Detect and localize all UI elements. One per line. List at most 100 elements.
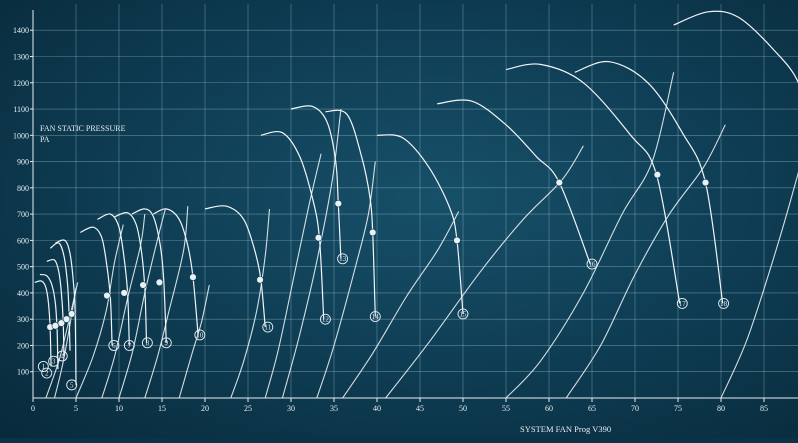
curve-label-15: 15 <box>460 310 468 318</box>
fan-curve-12 <box>260 130 325 320</box>
operating-point-13 <box>334 199 342 208</box>
y-tick-label: 600 <box>17 236 29 245</box>
curve-label-circle-8 <box>141 337 153 349</box>
curve-label-circle-2 <box>41 367 53 379</box>
x-tick-label: 35 <box>330 404 338 413</box>
curve-label-13: 13 <box>339 255 347 263</box>
chart-title: SYSTEM FAN Prog V390 <box>520 424 611 434</box>
curve-label-circle-6 <box>108 340 120 351</box>
curve-label-5: 5 <box>70 381 74 389</box>
fan-curve-19 <box>673 10 798 84</box>
operating-point-10 <box>189 273 197 281</box>
operating-point-17 <box>653 171 662 179</box>
curve-label-circle-15 <box>457 308 469 320</box>
fan-curve-10 <box>153 208 199 336</box>
fan-curve-1 <box>34 280 52 367</box>
curve-label-14: 14 <box>372 313 380 321</box>
axis-ticks: 0510152025303540455055606570758085901002… <box>13 26 768 413</box>
operating-point-5 <box>67 310 76 318</box>
y-tick-label: 1000 <box>13 131 29 140</box>
curve-label-1: 1 <box>42 363 46 371</box>
fan-curve-13 <box>290 105 342 259</box>
fan-curve-16 <box>437 99 591 265</box>
system-curve <box>230 208 271 399</box>
curve-label-16: 16 <box>589 260 597 268</box>
operating-point-7 <box>120 289 128 297</box>
y-axis-label-line1: FAN STATIC PRESSURE <box>40 124 126 133</box>
system-curve <box>264 153 322 399</box>
y-tick-label: 500 <box>17 263 29 272</box>
x-tick-label: 0 <box>31 404 35 413</box>
operating-point-15 <box>453 236 461 245</box>
operating-point-6 <box>103 291 111 300</box>
fan-curve-14 <box>325 109 376 317</box>
curve-label-2: 2 <box>45 369 49 377</box>
operating-point-2 <box>51 322 60 330</box>
fan-curve-5 <box>55 239 77 385</box>
system-curve <box>101 214 146 399</box>
curve-label-circle-16 <box>586 258 598 270</box>
curve-label-6: 6 <box>112 342 116 350</box>
x-tick-label: 50 <box>459 404 467 413</box>
operating-point-3 <box>57 319 66 327</box>
curve-label-11: 11 <box>264 323 271 331</box>
curve-label-7: 7 <box>128 342 132 350</box>
fan-curve-9 <box>131 208 167 343</box>
x-tick-label: 80 <box>717 404 725 413</box>
curve-label-circle-1 <box>37 361 49 372</box>
system-curve <box>720 171 798 399</box>
y-tick-label: 100 <box>17 368 29 377</box>
curve-label-circle-14 <box>369 311 381 323</box>
curve-label-8: 8 <box>146 339 150 347</box>
y-tick-label: 1300 <box>13 52 29 61</box>
operating-point-9 <box>155 278 164 287</box>
fan-curve-17 <box>505 63 681 304</box>
curve-label-circle-12 <box>319 313 331 325</box>
x-tick-label: 30 <box>287 404 295 413</box>
operating-point-14 <box>369 228 377 237</box>
operating-point-8 <box>139 281 147 289</box>
operating-point-12 <box>314 234 323 242</box>
curve-label-circle-13 <box>337 253 349 265</box>
x-tick-label: 55 <box>502 404 510 413</box>
fan-curves <box>34 10 798 385</box>
curve-label-17: 17 <box>679 300 687 308</box>
y-axis-label-line2: PA <box>40 135 50 144</box>
system-curve <box>144 206 189 399</box>
system-curve <box>53 287 77 399</box>
x-tick-label: 85 <box>760 404 768 413</box>
y-tick-label: 900 <box>17 158 29 167</box>
operating-point-11 <box>256 276 264 284</box>
y-tick-label: 1100 <box>13 105 29 114</box>
operating-point-18 <box>701 178 710 187</box>
y-tick-label: 1400 <box>13 26 29 35</box>
curve-label-9: 9 <box>165 339 169 347</box>
fan-curve-15 <box>376 134 464 314</box>
curve-label-circle-11 <box>262 321 274 333</box>
y-tick-label: 800 <box>17 184 29 193</box>
operating-point-4 <box>62 315 71 323</box>
fan-curve-6 <box>80 226 113 346</box>
operating-point-16 <box>555 178 564 187</box>
fan-curve-7 <box>97 213 130 346</box>
curve-label-circle-10 <box>194 329 206 341</box>
curve-label-circle-17 <box>676 297 688 309</box>
system-curve <box>75 224 124 399</box>
fan-curve-2 <box>39 273 59 370</box>
x-tick-label: 75 <box>674 404 682 413</box>
curve-label-4: 4 <box>60 352 64 360</box>
system-curves <box>45 72 798 399</box>
x-tick-label: 20 <box>201 404 209 413</box>
y-tick-label: 200 <box>17 341 29 350</box>
x-tick-label: 40 <box>373 404 381 413</box>
y-tick-label: 300 <box>17 315 29 324</box>
x-tick-label: 10 <box>115 404 123 413</box>
x-tick-label: 45 <box>416 404 424 413</box>
y-tick-label: 1200 <box>13 79 29 88</box>
x-tick-label: 65 <box>588 404 596 413</box>
fan-curve-11 <box>204 205 266 328</box>
fan-curve-18 <box>574 60 724 304</box>
curve-label-12: 12 <box>322 316 330 324</box>
system-curve <box>178 284 210 399</box>
